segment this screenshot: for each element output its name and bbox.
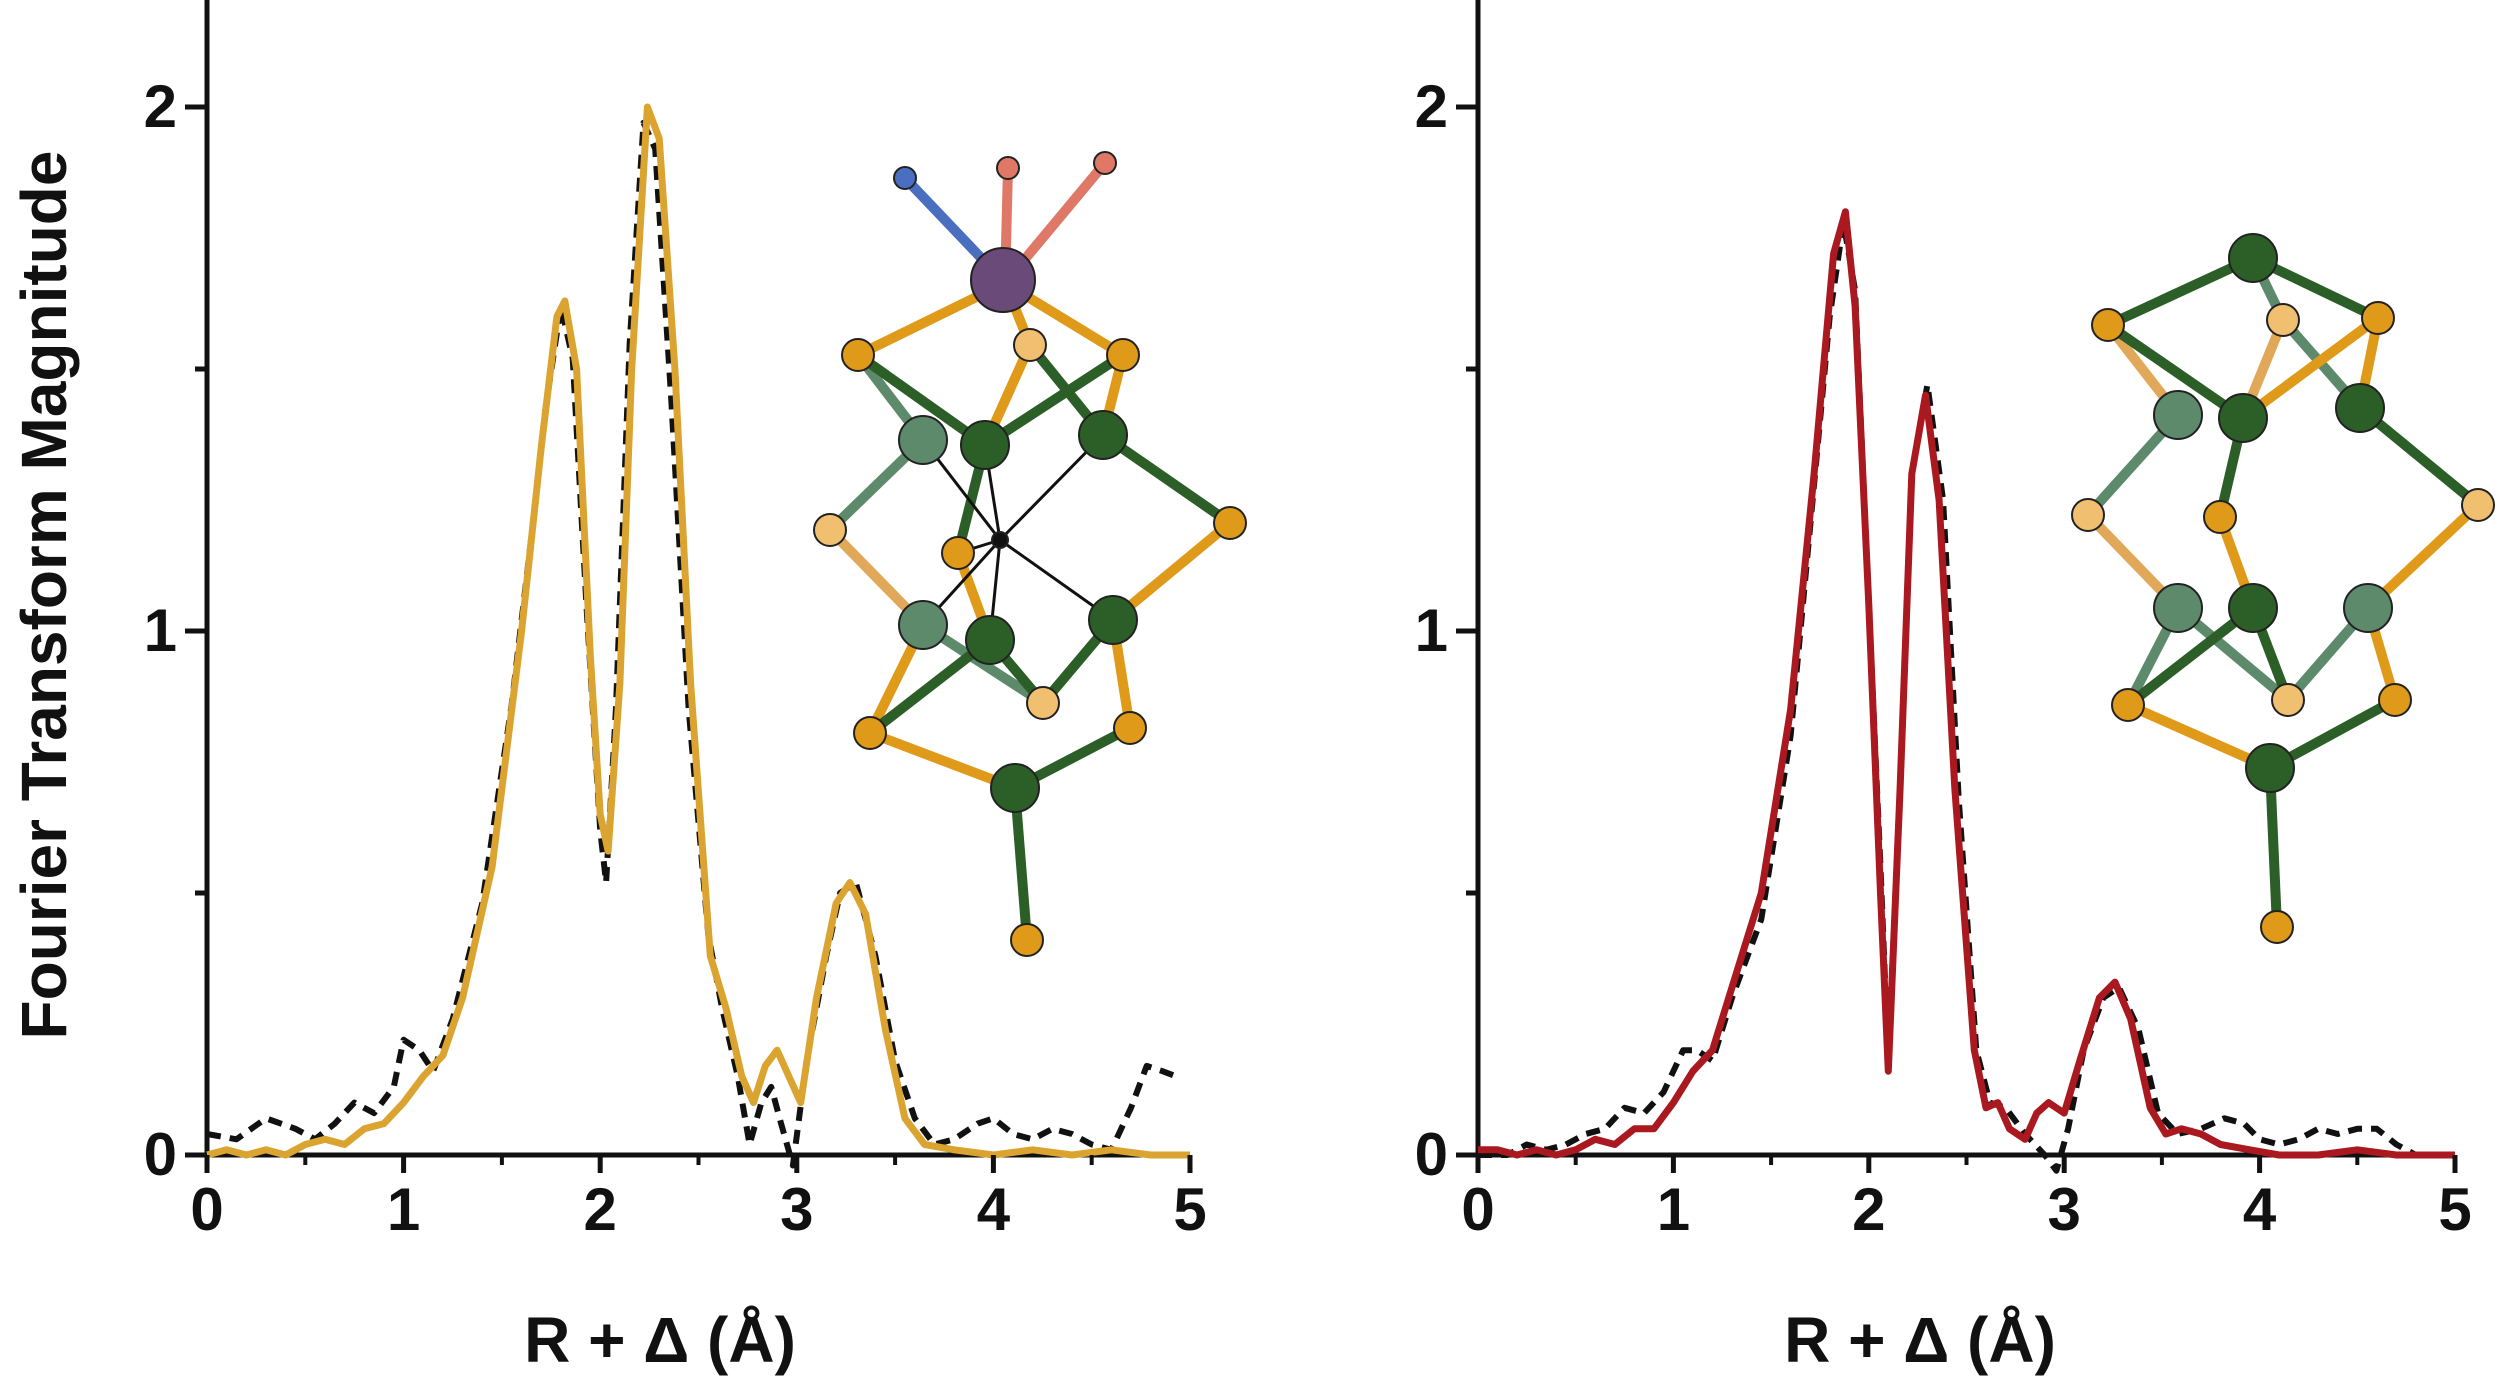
left-y-tick-label: 1 [144,597,177,664]
left-x-tick-label: 3 [780,1176,813,1243]
y-axis-title: Fourier Transform Magnitude [8,151,80,1040]
left-x-tick-label: 4 [977,1176,1011,1243]
left-series-fit [206,103,1190,1159]
right-series-fit [1478,208,2455,1159]
right-x-axis-title: R + Δ (Å) [1784,1304,2056,1376]
right-x-tick-label: 2 [1852,1176,1885,1243]
right-y-tick-label: 1 [1415,597,1448,664]
right-x-tick-label: 1 [1657,1176,1690,1243]
left-ticks: 0 1 2 3 4 5 0 1 2 [144,73,1207,1243]
right-y-tick-label: 0 [1415,1121,1448,1188]
left-axes [204,0,1190,1158]
right-x-tick-label: 3 [2048,1176,2081,1243]
right-structure-inset [2071,233,2495,944]
right-x-tick-label: 0 [1461,1176,1494,1243]
right-x-tick-label: 5 [2438,1176,2471,1243]
right-panel: 0 1 2 3 4 5 0 1 2 R + Δ (Å) [1415,0,2472,1376]
left-x-tick-label: 2 [584,1176,617,1243]
left-x-tick-label: 0 [190,1176,223,1243]
left-plot-series [206,103,1190,1169]
left-panel: 0 1 2 3 4 5 0 1 2 R + Δ (Å) [144,0,1207,1376]
right-axes [1475,0,2455,1158]
left-y-tick-label: 0 [144,1121,177,1188]
right-ticks: 0 1 2 3 4 5 0 1 2 [1415,73,2472,1243]
left-x-axis-title: R + Δ (Å) [524,1304,796,1376]
right-x-tick-label: 4 [2243,1176,2277,1243]
right-series-data [1478,219,2455,1174]
left-structure-inset [813,151,1247,957]
left-y-tick-label: 2 [144,73,177,140]
right-y-tick-label: 2 [1415,73,1448,140]
left-x-tick-label: 1 [387,1176,420,1243]
left-x-tick-label: 5 [1173,1176,1206,1243]
right-plot-series [1478,208,2455,1174]
